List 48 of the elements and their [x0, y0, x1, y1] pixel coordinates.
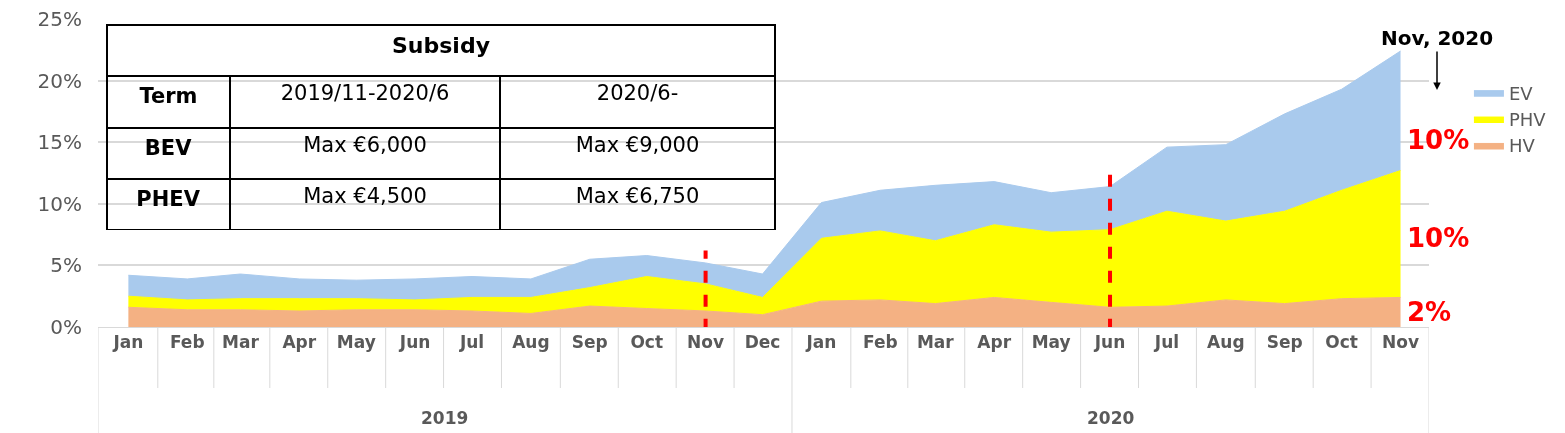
annotation: 10% — [1407, 223, 1470, 253]
x-tick-label: Aug — [512, 332, 550, 353]
text: 2020 — [1087, 408, 1135, 428]
x-tick-label: Apr — [282, 332, 317, 353]
x-tick-label: Nov — [687, 332, 725, 353]
x-tick-label: Feb — [169, 332, 205, 353]
legend-label: PHV — [1508, 109, 1547, 131]
legend-label: EV — [1508, 82, 1534, 104]
x-tick-label: Nov — [1382, 332, 1420, 353]
x-tick-label: Jun — [398, 332, 431, 353]
annotation: Subsidy — [392, 33, 490, 58]
y-tick-label: 20% — [37, 68, 82, 93]
annotation: Max €6,750 — [575, 183, 700, 208]
x-tick-label: Aug — [1207, 332, 1245, 353]
x-tick-label: Apr — [977, 332, 1012, 353]
x-tick-label: Feb — [862, 332, 898, 353]
annotation: PHEV — [136, 187, 201, 211]
text: 2019 — [421, 408, 469, 428]
annotation: 2% — [1407, 297, 1452, 327]
annotation: Nov, 2020 — [1381, 26, 1494, 50]
annotation: 2020/6- — [596, 80, 679, 105]
annotation: Max €9,000 — [575, 132, 700, 157]
x-tick-label: May — [336, 332, 376, 353]
x-tick-label: Sep — [1266, 332, 1303, 353]
annotation: Max €6,000 — [303, 132, 427, 157]
annotation: 10% — [1407, 125, 1470, 155]
annotation: Term — [139, 84, 198, 108]
x-tick-label: Jul — [1153, 332, 1180, 353]
x-tick-label: Jan — [805, 332, 837, 353]
y-tick-label: 15% — [37, 130, 82, 155]
x-tick-label: Dec — [744, 332, 781, 353]
annotation: Max €4,500 — [303, 183, 427, 208]
x-tick-label: Sep — [571, 332, 608, 353]
x-tick-label: Mar — [222, 332, 260, 353]
x-tick-label: Jul — [458, 332, 485, 353]
x-tick-label: Oct — [630, 332, 664, 353]
x-tick-label: Jun — [1093, 332, 1126, 353]
x-tick-label: May — [1031, 332, 1071, 353]
annotation: 2019/11-2020/6 — [280, 80, 450, 105]
y-tick-label: 5% — [50, 253, 82, 278]
x-tick-label: Mar — [916, 332, 955, 353]
y-tick-label: 10% — [37, 191, 82, 216]
x-tick-label: Oct — [1325, 332, 1358, 353]
annotation: BEV — [144, 136, 193, 160]
legend-label: HV — [1508, 135, 1536, 157]
x-tick-label: Jan — [112, 332, 144, 353]
y-tick-label: 0% — [50, 315, 82, 339]
y-tick-label: 25% — [37, 7, 82, 31]
